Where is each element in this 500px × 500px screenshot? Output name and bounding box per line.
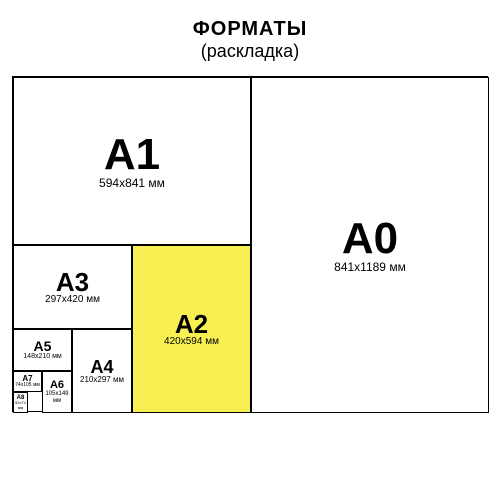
format-a8-dims: 52х74 мм [14,401,27,409]
format-a5-name: A5 [34,339,52,353]
paper-format-diagram: A0 841х1189 мм A1 594х841 мм A2 420х594 … [12,76,488,412]
page-subtitle: (раскладка) [193,41,308,62]
format-a0-name: A0 [342,217,398,261]
format-a1: A1 594х841 мм [13,77,251,245]
format-a6-name: A6 [50,380,64,391]
format-a6: A6 105х149 мм [42,371,72,413]
format-a2-name: A2 [175,311,208,337]
format-a3-dims: 297х420 мм [45,295,100,306]
format-a8: A8 52х74 мм [13,392,28,413]
format-a6-dims: 105х149 мм [43,391,71,404]
format-a4: A4 210х297 мм [72,329,132,413]
format-a1-dims: 594х841 мм [99,177,165,190]
format-a0-dims: 841х1189 мм [334,261,406,274]
format-a7-dims: 74х105 мм [15,383,40,388]
format-a4-name: A4 [90,358,113,376]
header: ФОРМАТЫ (раскладка) [193,18,308,62]
format-a0: A0 841х1189 мм [251,77,489,413]
format-a7: A7 74х105 мм [13,371,42,392]
format-a3: A3 297х420 мм [13,245,132,329]
format-a4-dims: 210х297 мм [80,376,124,384]
format-a5: A5 148х210 мм [13,329,72,371]
format-a3-name: A3 [56,269,89,295]
format-a2: A2 420х594 мм [132,245,251,413]
page-title: ФОРМАТЫ [193,18,308,41]
format-a2-dims: 420х594 мм [164,337,219,348]
format-a1-name: A1 [104,133,160,177]
format-a5-dims: 148х210 мм [23,353,61,360]
